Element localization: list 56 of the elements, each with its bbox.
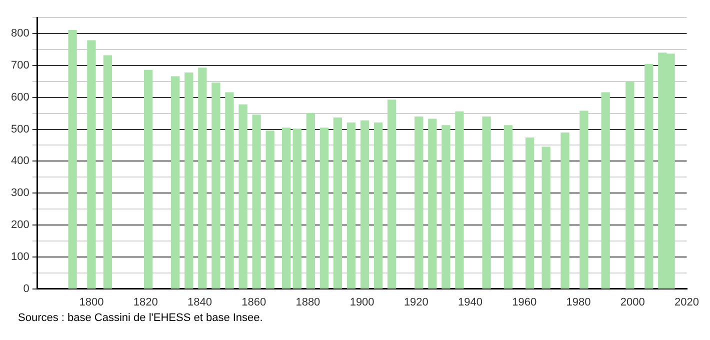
bar — [360, 120, 370, 289]
bar — [282, 128, 291, 289]
y-tick-label: 200 — [10, 219, 30, 232]
bar — [455, 111, 464, 289]
bar — [87, 40, 96, 289]
bar — [580, 110, 588, 289]
bar — [644, 64, 654, 289]
bar — [266, 130, 274, 289]
bar — [346, 122, 356, 289]
bar — [504, 125, 513, 289]
bar — [103, 55, 112, 289]
bar — [525, 138, 534, 289]
bar — [198, 68, 207, 289]
bar — [387, 100, 396, 289]
bar — [414, 116, 424, 289]
x-tick-label: 1800 — [79, 296, 104, 308]
source-note: Sources : base Cassini de l'EHESS et base Insee. — [18, 312, 264, 324]
bar — [252, 114, 261, 289]
y-tick-label: 500 — [10, 123, 30, 136]
x-tick-label: 1860 — [242, 296, 266, 308]
bar — [184, 72, 194, 289]
x-tick-label: 1940 — [458, 296, 483, 308]
bar — [144, 70, 153, 289]
bar — [626, 81, 634, 289]
bar — [428, 118, 437, 289]
y-tick-label: 300 — [10, 187, 30, 200]
bar — [482, 116, 491, 289]
bar — [601, 92, 610, 289]
y-tick-label: 100 — [10, 250, 30, 263]
bar — [320, 128, 329, 289]
bar — [542, 146, 550, 289]
bar — [333, 117, 342, 289]
y-tick-label: 0 — [23, 282, 30, 295]
x-tick-label: 1840 — [187, 296, 212, 308]
x-tick-label: 2020 — [674, 296, 700, 308]
bar — [238, 104, 248, 289]
bar — [306, 112, 315, 289]
x-tick-label: 1960 — [512, 296, 537, 308]
bar — [292, 128, 302, 289]
bar — [442, 125, 450, 289]
bar — [68, 30, 77, 289]
x-tick-label: 2000 — [620, 296, 645, 308]
y-tick-label: 400 — [10, 155, 30, 168]
bar — [374, 122, 383, 289]
x-tick-label: 1820 — [133, 296, 158, 308]
bar — [171, 76, 180, 289]
y-tick-label: 700 — [10, 59, 30, 72]
x-tick-label: 1920 — [404, 296, 428, 308]
y-tick-label: 800 — [10, 28, 30, 40]
x-tick-label: 1980 — [566, 296, 591, 308]
x-tick-label: 1880 — [296, 296, 320, 308]
bar — [212, 82, 220, 289]
bar — [225, 92, 234, 289]
y-tick-label: 600 — [10, 91, 30, 104]
x-tick-label: 1900 — [350, 296, 374, 308]
bar — [560, 132, 570, 289]
